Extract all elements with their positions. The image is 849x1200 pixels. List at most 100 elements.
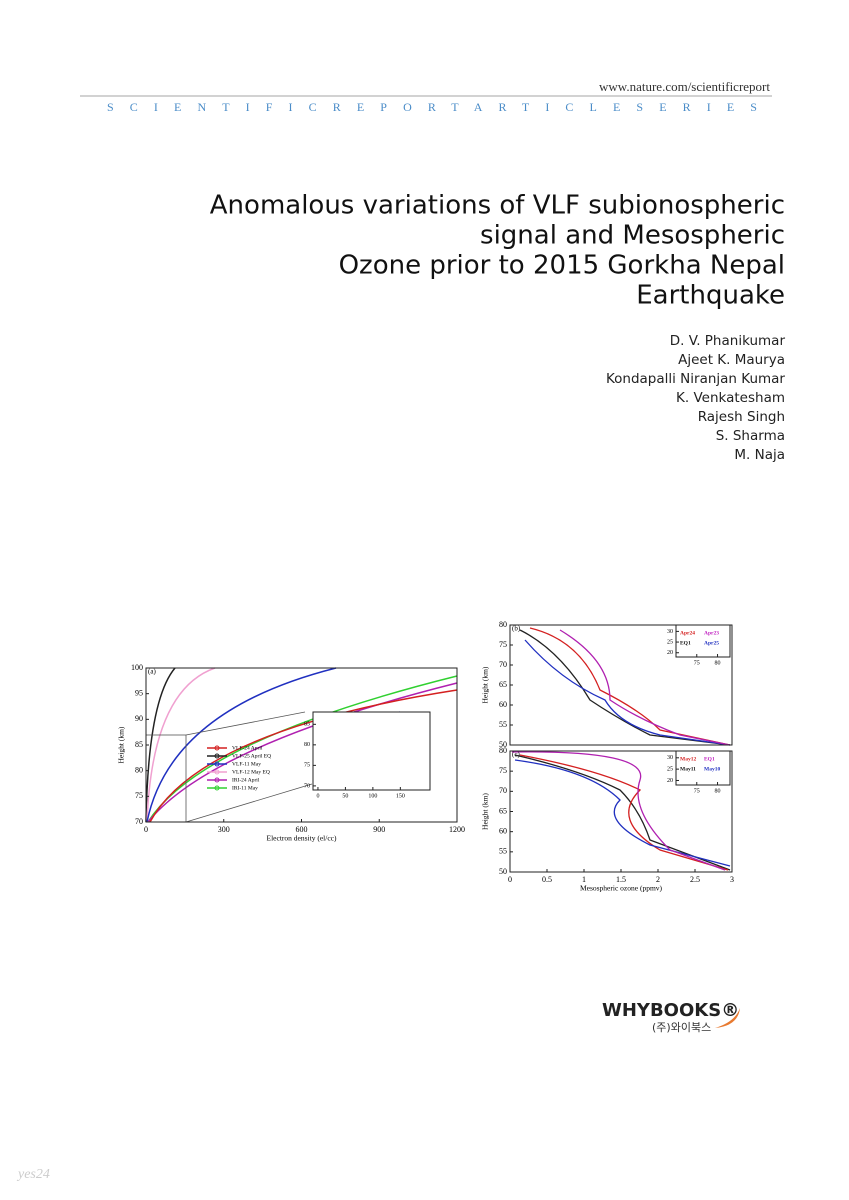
watermark: yes24	[16, 1167, 50, 1182]
inset-label: Apr23	[704, 630, 719, 636]
x-tick-label: 0	[508, 875, 512, 884]
y-tick-label: 65	[499, 806, 507, 815]
y-tick-label: 70	[135, 817, 143, 826]
y-tick-label: 85	[304, 722, 310, 728]
inset-label: EQ1	[704, 756, 715, 762]
figure: 50 55 60 65 70 75 80 0 0.5 1 1.5 2 2.5 3 (c) Mesospheri…	[481, 746, 734, 893]
author: Kondapalli Niranjan Kumar	[606, 371, 785, 387]
x-tick-label: 1200	[449, 825, 465, 834]
x-tick-label: 80	[715, 788, 721, 794]
legend-label: VLF-12 May EQ	[232, 769, 270, 775]
panel-label: (b)	[512, 625, 521, 633]
y-tick-label: 50	[499, 867, 507, 876]
y-tick-label: 95	[135, 688, 143, 697]
x-axis-label: Mesospheric ozone (ppmv)	[580, 884, 663, 893]
legend-marker	[214, 761, 220, 767]
inset-bg	[676, 751, 730, 785]
inset-label: May10	[704, 766, 720, 772]
legend-label: VLF-24 April	[232, 745, 263, 751]
x-tick-label: 2	[656, 875, 660, 884]
figure: 70 75 80 85 90 95 100 0 300 600 900 1200 (a) Electron…	[117, 663, 465, 843]
y-tick-label: 20	[667, 650, 673, 656]
author: S. Sharma	[716, 428, 785, 444]
y-tick-label: 50	[499, 740, 507, 749]
inset-label: May11	[680, 766, 696, 772]
x-tick-label: 150	[396, 793, 405, 799]
title-line: Anomalous variations of VLF subionospher…	[210, 191, 785, 221]
figure-bc-curves	[511, 627, 731, 871]
y-tick-label: 60	[499, 700, 507, 709]
title-line: Ozone prior to 2015 Gorkha Nepal	[339, 251, 785, 281]
plot-frame	[675, 624, 731, 658]
y-tick-label: 100	[131, 663, 143, 672]
series-name: SCIENTIFICREPORTARTICLESERIES	[107, 100, 757, 114]
x-tick-label: 900	[373, 825, 385, 834]
plot-frame	[675, 750, 731, 786]
y-tick-label: 85	[135, 740, 143, 749]
x-tick-label: 0.5	[542, 875, 552, 884]
legend-label: IRI-24 April	[232, 777, 260, 783]
y-tick-label: 25	[667, 639, 673, 645]
author: Rajesh Singh	[698, 409, 785, 425]
legend-marker	[214, 777, 220, 783]
author: K. Venkatesham	[676, 390, 785, 406]
inset-label: Apr24	[680, 630, 695, 636]
y-tick-label: 90	[135, 714, 143, 723]
x-tick-label: 3	[730, 875, 734, 884]
y-tick-label: 75	[135, 791, 143, 800]
x-tick-label: 300	[218, 825, 230, 834]
y-tick-label: 80	[135, 765, 143, 774]
y-tick-label: 55	[499, 847, 507, 856]
inset-label: EQ1	[680, 640, 691, 646]
y-axis-label: Height (km)	[481, 666, 490, 703]
x-tick-label: 75	[694, 660, 700, 666]
x-tick-label: 0	[316, 793, 319, 799]
x-tick-label: 50	[342, 793, 348, 799]
title-line: Earthquake	[636, 281, 785, 311]
y-tick-label: 70	[304, 783, 310, 789]
y-axis-label: Height (km)	[481, 793, 490, 830]
x-tick-label: 0	[144, 825, 148, 834]
y-axis-label: Height (km)	[117, 726, 126, 763]
title: Anomalous variations of VLF subionospher…	[210, 191, 785, 311]
y-tick-label: 75	[499, 766, 507, 775]
y-tick-label: 80	[499, 746, 507, 755]
inset-label: Apr25	[704, 640, 719, 646]
legend-marker	[214, 785, 220, 791]
x-tick-label: 1.5	[616, 875, 626, 884]
y-tick-label: 70	[499, 786, 507, 795]
inset-label: May12	[680, 756, 696, 762]
y-tick-label: 65	[499, 680, 507, 689]
y-tick-label: 80	[304, 742, 310, 748]
inset-bg	[676, 625, 730, 657]
inset-bg	[313, 712, 430, 790]
y-tick-label: 75	[304, 763, 310, 769]
url: www.nature.com/scientificreport	[599, 79, 770, 94]
x-tick-label: 600	[296, 825, 308, 834]
publisher-korean: (주)와이북스	[652, 1021, 711, 1034]
y-tick-label: 25	[667, 767, 673, 773]
y-tick-label: 70	[499, 660, 507, 669]
author: D. V. Phanikumar	[670, 333, 786, 349]
legend-marker	[214, 745, 220, 751]
x-tick-label: 100	[368, 793, 377, 799]
author: Ajeet K. Maurya	[678, 352, 785, 368]
x-tick-label: 2.5	[690, 875, 700, 884]
y-tick-label: 55	[499, 720, 507, 729]
y-tick-label: 80	[499, 620, 507, 629]
publisher-swoosh	[715, 1008, 740, 1028]
y-tick-label: 30	[667, 755, 673, 761]
author: M. Naja	[734, 447, 785, 463]
figure: 50 55 60 65 70 75 80 (b) Height (km) 20 25 30 75 80 Ap…	[481, 620, 733, 749]
y-tick-label: 75	[499, 640, 507, 649]
x-tick-label: 80	[715, 660, 721, 666]
legend-label: VLF-11 May	[232, 761, 261, 767]
panel-label: (a)	[148, 668, 156, 676]
title-line: signal and Mesospheric	[480, 221, 785, 251]
plot-frame	[312, 711, 431, 791]
legend-marker	[214, 769, 220, 775]
publisher-name: WHYBOOKS®	[602, 1000, 739, 1021]
